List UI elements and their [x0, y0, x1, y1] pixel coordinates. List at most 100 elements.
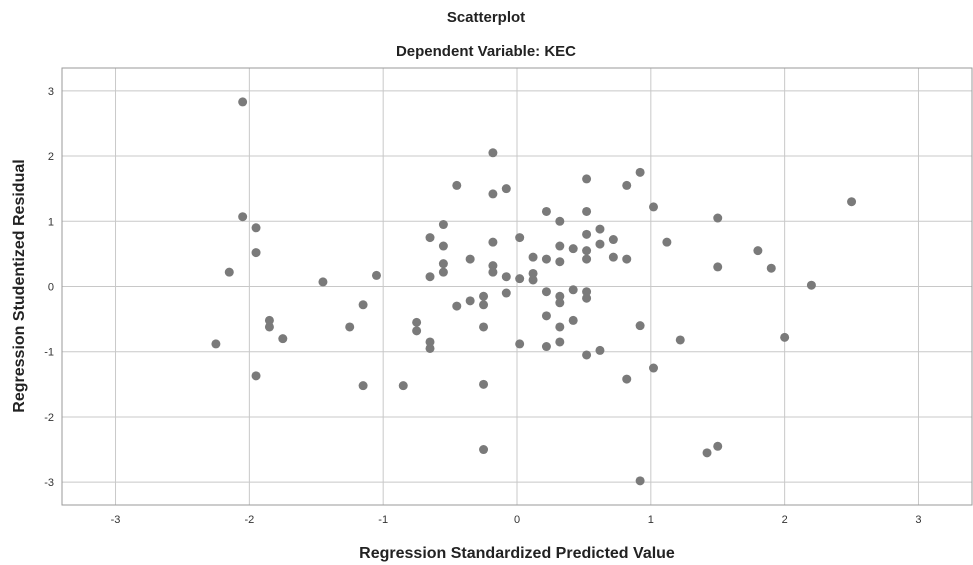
scatter-point	[412, 317, 422, 327]
y-tick-label: -2	[44, 412, 54, 424]
scatter-point	[425, 233, 435, 243]
scatter-point	[582, 206, 592, 216]
scatter-point	[528, 268, 538, 278]
scatter-point	[211, 339, 221, 349]
scatter-point	[479, 379, 489, 389]
x-tick-label: 0	[514, 514, 520, 526]
scatter-point	[635, 476, 645, 486]
scatter-point	[766, 263, 776, 273]
scatter-point	[488, 189, 498, 199]
scatter-point	[465, 296, 475, 306]
scatter-point	[479, 300, 489, 310]
scatter-point	[488, 267, 498, 277]
scatter-point	[251, 223, 261, 233]
scatter-point	[264, 322, 274, 332]
scatter-point	[582, 350, 592, 360]
scatter-point	[662, 237, 672, 247]
x-axis-label: Regression Standardized Predicted Value	[359, 545, 675, 562]
scatter-point	[713, 441, 723, 451]
scatter-point	[541, 311, 551, 321]
y-tick-label: 2	[48, 151, 54, 163]
scatter-point	[555, 291, 565, 301]
scatter-point	[238, 212, 248, 222]
scatter-point	[479, 291, 489, 301]
scatter-point	[501, 184, 511, 194]
scatter-point	[238, 97, 248, 107]
scatter-point	[582, 174, 592, 184]
y-axis-label: Regression Studentized Residual	[11, 159, 28, 412]
scatter-point	[582, 287, 592, 297]
x-tick-label: 2	[782, 514, 788, 526]
scatter-point	[371, 270, 381, 280]
x-tick-label: -2	[244, 514, 254, 526]
scatter-point	[528, 275, 538, 285]
scatter-point	[425, 343, 435, 353]
scatter-point	[713, 262, 723, 272]
scatter-point	[345, 322, 355, 332]
data-points	[211, 97, 857, 486]
scatter-point	[224, 267, 234, 277]
scatter-point	[555, 216, 565, 226]
scatter-point	[622, 180, 632, 190]
scatter-point	[555, 257, 565, 267]
scatter-point	[452, 301, 462, 311]
scatter-point	[501, 272, 511, 282]
scatter-point	[608, 252, 618, 262]
x-tick-label: 3	[915, 514, 921, 526]
scatter-point	[582, 246, 592, 256]
scatter-point	[465, 254, 475, 264]
scatter-point	[568, 315, 578, 325]
scatter-point	[582, 254, 592, 264]
scatter-point	[438, 241, 448, 251]
scatter-point	[264, 315, 274, 325]
chart-subtitle: Dependent Variable: KEC	[396, 43, 576, 60]
x-tick-label: 1	[648, 514, 654, 526]
scatter-point	[555, 298, 565, 308]
scatter-point	[555, 337, 565, 347]
scatter-point	[702, 448, 712, 458]
scatter-point	[452, 180, 462, 190]
scatter-point	[622, 254, 632, 264]
scatter-point	[438, 259, 448, 269]
scatter-point	[649, 202, 658, 212]
scatter-point	[595, 224, 605, 234]
x-tick-label: -3	[111, 514, 121, 526]
scatter-point	[488, 237, 498, 247]
scatter-point	[555, 322, 565, 332]
scatter-point	[595, 239, 605, 249]
scatter-point	[649, 363, 658, 373]
scatter-point	[635, 321, 645, 331]
scatter-point	[806, 280, 816, 290]
scatter-point	[622, 374, 632, 384]
scatter-point	[398, 381, 408, 391]
scatter-point	[568, 285, 578, 295]
y-tick-label: -3	[44, 477, 54, 489]
scatter-point	[541, 342, 551, 352]
y-tick-label: -1	[44, 347, 54, 359]
x-tick-label: -1	[378, 514, 388, 526]
scatter-point	[608, 235, 618, 245]
scatter-point	[847, 197, 857, 207]
scatter-point	[438, 220, 448, 230]
grid-lines	[62, 68, 972, 505]
scatter-point	[488, 148, 498, 158]
scatter-point	[515, 233, 525, 243]
scatter-point	[753, 246, 763, 256]
scatter-point	[358, 300, 368, 310]
scatter-point	[251, 371, 261, 381]
scatter-point	[541, 206, 551, 216]
scatter-point	[635, 167, 645, 177]
plot-frame	[61, 67, 973, 506]
scatter-point	[555, 241, 565, 251]
tick-labels: -3 -2 -1 0 1 2 3 -3 -2 -1 0 1 2 3	[44, 86, 921, 526]
scatter-point	[425, 337, 435, 347]
scatter-point	[425, 272, 435, 282]
y-tick-label: 0	[48, 282, 54, 294]
y-tick-label: 3	[48, 86, 54, 98]
scatter-point	[582, 293, 592, 303]
scatter-point	[488, 261, 498, 271]
scatter-point	[528, 252, 538, 262]
scatter-point	[595, 345, 605, 355]
y-tick-label: 1	[48, 216, 54, 228]
